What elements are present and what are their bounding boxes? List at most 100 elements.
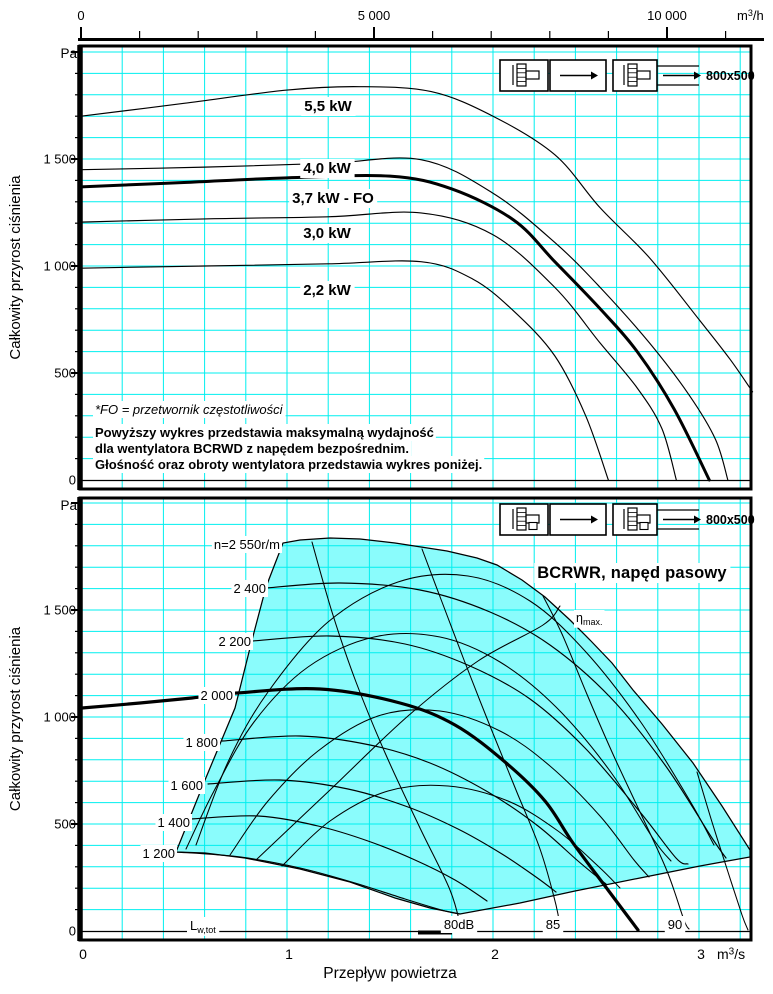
noise-curve (696, 771, 749, 931)
fan-shaft (525, 70, 540, 80)
noise-db-label: 80dB (444, 917, 474, 932)
footnote-line: *FO = przetwornik częstotliwości (95, 402, 284, 417)
rpm-label: 2 200 (218, 634, 251, 649)
footnote-line: Powyższy wykres przedstawia maksymalną w… (95, 425, 434, 440)
label-mask (183, 734, 220, 751)
label-mask (93, 401, 286, 418)
bottom-chart-bcrwr-region (176, 538, 750, 914)
y-unit-label: Pa (60, 46, 77, 61)
efficiency-curve (185, 633, 672, 862)
arrow-head (694, 71, 701, 80)
power-curve-5-5-kW (80, 86, 754, 393)
x-tick-label: 2 (491, 946, 499, 962)
noise-db-label: 85 (546, 917, 560, 932)
arrow-head (591, 71, 598, 80)
label-mask (93, 456, 485, 473)
label-mask (440, 916, 478, 933)
chart-title: BCRWR, napęd pasowy (537, 564, 727, 582)
bottom-chart-bcrwr: n=2 550r/m 2 400 2 200 2 000 1 800 1 600 1 400… (7, 496, 755, 982)
power-curve-3-0-kW (80, 211, 677, 481)
bottom-chart-bcrwr-labels: n=2 550r/m 2 400 2 200 2 000 1 800 1 600 1 400… (140, 503, 755, 936)
ruler-tick-label: 10 000 (647, 8, 687, 23)
x-axis: 0 1 2 3 m3/s Przepływ powietrza (79, 946, 745, 982)
arrow-head (694, 515, 701, 524)
bottom-chart-bcrwr-grid (80, 498, 751, 940)
curve-label: 2,2 kW (303, 282, 351, 299)
efficiency-curve (195, 573, 715, 846)
curve-label: 4,0 kW (303, 160, 351, 177)
efficiency-curve (281, 784, 621, 889)
y-tick-label: 0 (69, 473, 76, 488)
y-axis-title: Całkowity przyrost ciśnienia (7, 175, 24, 360)
footnote-line: dla wentylatora BCRWD z napędem bezpośre… (95, 441, 409, 456)
bottom-chart-bcrwr-curves (80, 537, 751, 935)
fan-configuration-icons: 800x500 (499, 59, 755, 92)
operating-region-fill (176, 538, 750, 914)
x-tick-label: 3 (697, 946, 705, 962)
ruler-unit-m3h: m3/h (737, 8, 764, 23)
efficiency-curve (229, 709, 650, 878)
y-tick-label: 500 (54, 817, 76, 832)
operating-region-outline (175, 537, 751, 915)
belt-motor (528, 521, 538, 531)
x-axis-title: Przepływ powietrza (323, 965, 457, 982)
rpm-curve-1600 (207, 779, 557, 893)
rpm-curve-1800 (221, 735, 607, 885)
label-mask (168, 777, 205, 794)
y-tick-label: 1 500 (43, 603, 76, 618)
rpm-label: 2 000 (200, 688, 233, 703)
curve-label: 5,5 kW (304, 98, 352, 115)
label-mask (300, 159, 355, 178)
rpm-label: n=2 550r/m (214, 537, 280, 552)
label-mask (300, 281, 355, 300)
x-tick-label: 1 (285, 946, 293, 962)
label-mask (534, 563, 731, 583)
x-tick-label: 0 (79, 946, 87, 962)
noise-axis-symbol: Lw,tot (190, 918, 216, 935)
label-mask (155, 814, 192, 831)
rpm-curve-1400 (190, 815, 488, 902)
bottom-chart-bcrwr-y-axis: 1 500 1 000 500 0 Pa Całkowity przyrost ciśni… (7, 498, 80, 939)
efficiency-max-locus (255, 605, 561, 861)
label-mask (542, 916, 564, 933)
curve-label: 3,0 kW (303, 225, 351, 242)
rpm-label: 2 400 (233, 581, 266, 596)
rpm-curve-2200 (251, 635, 689, 865)
top-chart-bcrwd: 5,5 kW 4,0 kW 3,7 kW - FO 3,0 kW 2,2 kW *FO =… (7, 44, 755, 491)
y-tick-label: 500 (54, 366, 76, 381)
y-tick-label: 1 000 (43, 259, 76, 274)
label-mask (93, 424, 436, 441)
y-tick-label: 1 500 (43, 152, 76, 167)
noise-db-label: 90 (668, 917, 682, 932)
label-mask (211, 536, 282, 553)
label-mask (289, 189, 378, 208)
label-mask (198, 687, 235, 704)
top-chart-bcrwd-frame (77, 44, 753, 491)
y-axis-title: Całkowity przyrost ciśnienia (7, 626, 24, 811)
label-mask (93, 440, 411, 457)
rpm-curve-2400 (265, 582, 727, 859)
flow-ruler-m3h: 0 5 000 10 000 m3/h (77, 8, 764, 41)
x-unit-m3s: m3/s (717, 946, 745, 962)
fan-size-label: 800x500 (706, 513, 755, 527)
ruler-tick-label: 5 000 (358, 8, 391, 23)
fan-configuration-icons: 800x500 (499, 503, 755, 536)
top-chart-bcrwd-y-axis: 1 500 1 000 500 0 Pa Całkowity przyrost ciśni… (7, 46, 80, 488)
fan-shaft (636, 70, 651, 80)
label-mask (574, 610, 605, 628)
ruler-tick-label: 0 (77, 8, 84, 23)
power-curve-4-0-kW (80, 157, 729, 481)
label-mask (300, 224, 355, 243)
y-tick-label: 1 000 (43, 710, 76, 725)
power-curve-2-2-kW (80, 260, 609, 481)
label-mask (301, 97, 356, 116)
rpm-label: 1 800 (185, 735, 218, 750)
top-chart-bcrwd-curves (79, 86, 754, 482)
label-mask (664, 916, 686, 933)
top-chart-bcrwd-grid (80, 46, 751, 489)
rpm-label: 1 400 (157, 815, 190, 830)
y-tick-label: 0 (69, 924, 76, 939)
efficiency-max-label: ηmax. (576, 611, 602, 627)
rpm-label: 1 200 (142, 846, 175, 861)
